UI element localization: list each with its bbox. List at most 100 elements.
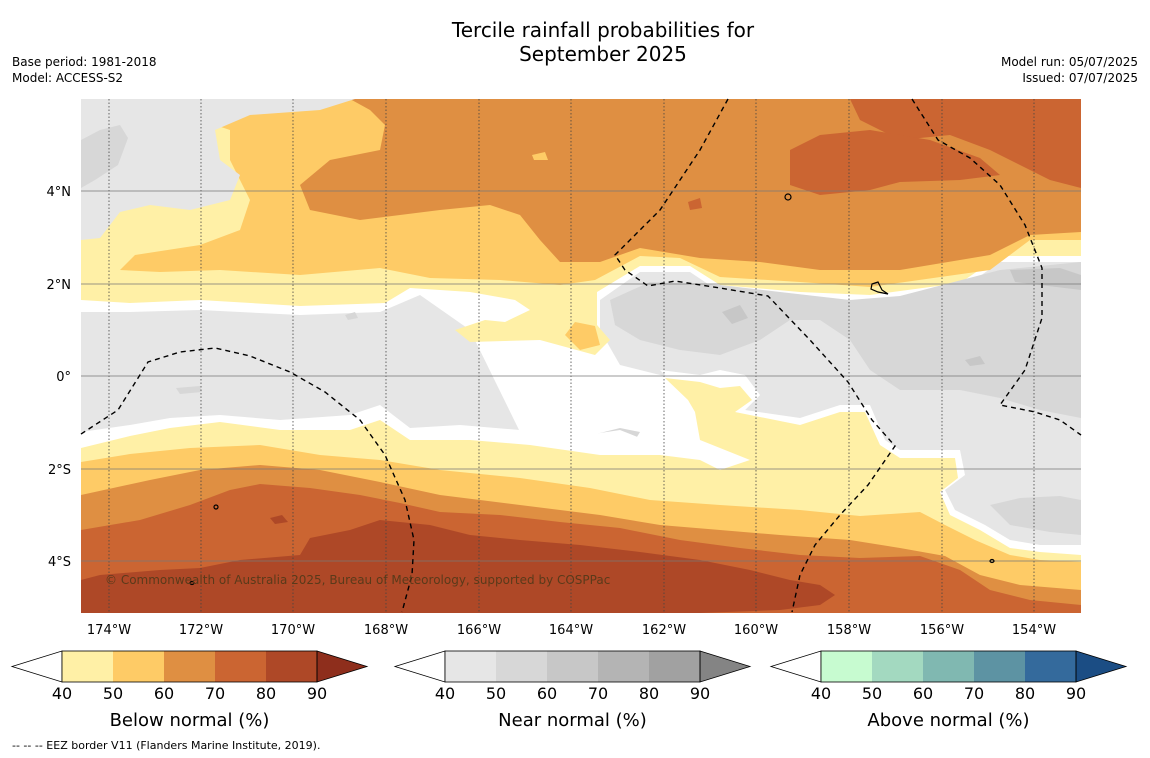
above-normal-tick-80: 80 bbox=[1015, 684, 1035, 703]
eez-borders bbox=[80, 98, 1082, 613]
below-normal-above-90-swatch bbox=[316, 650, 369, 683]
near-normal-tick-60: 60 bbox=[537, 684, 557, 703]
lat-label-2s: 2°S bbox=[48, 463, 71, 478]
below-normal-tick-60: 60 bbox=[154, 684, 174, 703]
above-normal-swatch-80 bbox=[1025, 651, 1076, 682]
near-normal-tick-40: 40 bbox=[435, 684, 455, 703]
run-info: Model run: 05/07/2025 Issued: 07/07/2025 bbox=[1001, 54, 1138, 86]
near-normal-swatch-40 bbox=[445, 651, 496, 682]
near-normal-above-90-swatch bbox=[699, 650, 752, 683]
above-normal-above-90-swatch bbox=[1075, 650, 1128, 683]
above-normal-colorbar: 40 50 60 70 80 90 Above normal (%) bbox=[769, 650, 1128, 731]
lat-label-0: 0° bbox=[56, 370, 71, 385]
lon-label-172w: 172°W bbox=[179, 623, 223, 638]
near-normal-below-40-swatch bbox=[393, 650, 446, 683]
northern-band-below-70-b bbox=[790, 130, 1000, 195]
above-normal-swatch-50 bbox=[872, 651, 923, 682]
near-normal-label: Near normal (%) bbox=[498, 710, 647, 731]
above-normal-swatch-60 bbox=[923, 651, 974, 682]
above-normal-tick-70: 70 bbox=[964, 684, 984, 703]
lat-label-4s: 4°S bbox=[48, 555, 71, 570]
near-normal-swatch-70 bbox=[598, 651, 649, 682]
issued-date: Issued: 07/07/2025 bbox=[1022, 71, 1138, 85]
lon-label-160w: 160°W bbox=[734, 623, 778, 638]
northwest-near-normal-50 bbox=[81, 125, 128, 188]
near-normal-swatch-60 bbox=[547, 651, 598, 682]
near-normal-tick-90: 90 bbox=[690, 684, 710, 703]
near-normal-swatch-80 bbox=[649, 651, 700, 682]
southern-below-80-patch bbox=[270, 515, 288, 524]
model-info: Base period: 1981-2018 Model: ACCESS-S2 bbox=[12, 54, 157, 86]
latitude-lines bbox=[81, 190, 1081, 562]
near-normal-colorbar-outline bbox=[444, 650, 701, 683]
lon-label-156w: 156°W bbox=[920, 623, 964, 638]
near-normal-tick-70: 70 bbox=[588, 684, 608, 703]
above-normal-tick-60: 60 bbox=[913, 684, 933, 703]
title-line-1: Tercile rainfall probabilities for bbox=[451, 18, 755, 42]
equatorial-near-normal-50 bbox=[610, 262, 1081, 418]
below-normal-swatch-40 bbox=[62, 651, 113, 682]
northern-band-below-70 bbox=[850, 99, 1081, 188]
east-near-normal-60-patch bbox=[1010, 268, 1081, 290]
above-normal-tick-90: 90 bbox=[1066, 684, 1086, 703]
latitude-labels: 4°N 2°N 0° 2°S 4°S bbox=[47, 185, 72, 570]
title-line-2: September 2025 bbox=[519, 42, 687, 66]
model-name: Model: ACCESS-S2 bbox=[12, 71, 124, 85]
near-normal-tick-80: 80 bbox=[639, 684, 659, 703]
below-normal-tick-90: 90 bbox=[307, 684, 327, 703]
below-normal-tick-50: 50 bbox=[103, 684, 123, 703]
below-normal-swatch-70 bbox=[215, 651, 266, 682]
longitude-labels: 174°W 172°W 170°W 168°W 166°W 164°W 162°… bbox=[87, 623, 1056, 638]
probability-fields bbox=[81, 99, 1081, 613]
above-normal-colorbar-outline bbox=[820, 650, 1077, 683]
below-normal-tick-40: 40 bbox=[52, 684, 72, 703]
lon-label-162w: 162°W bbox=[642, 623, 686, 638]
central-below-50-patch bbox=[565, 322, 600, 350]
above-normal-swatch-70 bbox=[974, 651, 1025, 682]
model-run-date: Model run: 05/07/2025 bbox=[1000, 55, 1138, 69]
northern-band-below-70-patch bbox=[688, 198, 702, 210]
map-title: Tercile rainfall probabilities for Septe… bbox=[403, 18, 803, 66]
lon-label-174w: 174°W bbox=[87, 623, 131, 638]
northwest-near-normal-40 bbox=[81, 99, 355, 240]
lon-label-166w: 166°W bbox=[457, 623, 501, 638]
southeast-near-normal-50 bbox=[990, 496, 1081, 535]
colorbar-legends: 40 50 60 70 80 90 Below normal (%) 40 50 60 70 80 90… bbox=[10, 650, 1128, 731]
below-normal-swatch-50 bbox=[113, 651, 164, 682]
above-normal-tick-50: 50 bbox=[862, 684, 882, 703]
above-normal-tick-40: 40 bbox=[811, 684, 831, 703]
graticule bbox=[108, 99, 1035, 613]
below-normal-below-40-swatch bbox=[10, 650, 63, 683]
lon-label-154w: 154°W bbox=[1012, 623, 1056, 638]
southern-band-below-80 bbox=[81, 520, 835, 613]
lat-label-4n: 4°N bbox=[47, 185, 72, 200]
eez-footnote: -- -- -- EEZ border V11 (Flanders Marine… bbox=[12, 739, 321, 752]
lon-label-158w: 158°W bbox=[827, 623, 871, 638]
below-normal-swatch-60 bbox=[164, 651, 215, 682]
lat-label-2n: 2°N bbox=[47, 278, 72, 293]
below-normal-tick-70: 70 bbox=[205, 684, 225, 703]
below-normal-swatch-80 bbox=[266, 651, 317, 682]
copyright-notice: © Commonwealth of Australia 2025, Bureau… bbox=[105, 573, 610, 587]
below-normal-colorbar-outline bbox=[61, 650, 318, 683]
islands bbox=[189, 193, 995, 586]
below-normal-label: Below normal (%) bbox=[110, 710, 270, 731]
above-normal-below-40-swatch bbox=[769, 650, 822, 683]
near-normal-tick-50: 50 bbox=[486, 684, 506, 703]
equatorial-near-normal-60-patch bbox=[722, 305, 748, 324]
above-normal-label: Above normal (%) bbox=[867, 710, 1029, 731]
below-normal-colorbar: 40 50 60 70 80 90 Below normal (%) bbox=[10, 650, 369, 731]
west-near-normal-50-patch bbox=[345, 312, 358, 320]
near-normal-colorbar: 40 50 60 70 80 90 Near normal (%) bbox=[393, 650, 752, 731]
west-near-normal-50-patch-b bbox=[176, 386, 202, 394]
lon-label-168w: 168°W bbox=[364, 623, 408, 638]
lon-label-164w: 164°W bbox=[549, 623, 593, 638]
east-near-normal-60-patch-b bbox=[965, 356, 985, 366]
below-normal-tick-80: 80 bbox=[256, 684, 276, 703]
above-normal-swatch-40 bbox=[821, 651, 872, 682]
base-period: Base period: 1981-2018 bbox=[12, 55, 157, 69]
northern-band-below-50-patch bbox=[532, 152, 548, 160]
lon-label-170w: 170°W bbox=[271, 623, 315, 638]
near-normal-swatch-50 bbox=[496, 651, 547, 682]
